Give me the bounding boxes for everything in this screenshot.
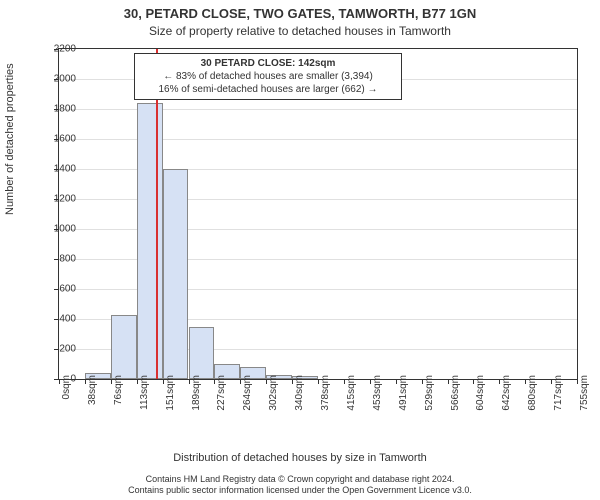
xtick-label: 680sqm (527, 375, 538, 435)
xtick-label: 378sqm (320, 375, 331, 435)
xtick-label: 415sqm (346, 375, 357, 435)
ytick-label: 1400 (36, 164, 76, 175)
xtick-label: 566sqm (450, 375, 461, 435)
xtick-mark (577, 379, 578, 384)
xtick-label: 227sqm (216, 375, 227, 435)
xtick-mark (551, 379, 552, 384)
histogram-bar (163, 169, 189, 379)
xtick-mark (318, 379, 319, 384)
footer-line2: Contains public sector information licen… (0, 485, 600, 496)
xtick-label: 453sqm (372, 375, 383, 435)
xtick-mark (396, 379, 397, 384)
chart-title-sub: Size of property relative to detached ho… (0, 24, 600, 38)
footer-line1: Contains HM Land Registry data © Crown c… (0, 474, 600, 485)
ytick-label: 200 (36, 344, 76, 355)
xtick-label: 491sqm (398, 375, 409, 435)
xtick-label: 0sqm (61, 375, 72, 435)
xtick-mark (85, 379, 86, 384)
histogram-bar (189, 327, 215, 380)
xtick-label: 755sqm (579, 375, 590, 435)
reference-info-box: 30 PETARD CLOSE: 142sqm ← 83% of detache… (134, 53, 402, 100)
xtick-label: 642sqm (501, 375, 512, 435)
histogram-bar (137, 103, 163, 379)
y-axis-label: Number of detached properties (4, 63, 16, 215)
xtick-mark (292, 379, 293, 384)
chart-title-main: 30, PETARD CLOSE, TWO GATES, TAMWORTH, B… (0, 6, 600, 21)
ytick-label: 1000 (36, 224, 76, 235)
info-box-line2: ← 83% of detached houses are smaller (3,… (141, 70, 395, 83)
xtick-mark (137, 379, 138, 384)
xtick-label: 340sqm (294, 375, 305, 435)
ytick-label: 400 (36, 314, 76, 325)
ytick-label: 1800 (36, 104, 76, 115)
xtick-mark (448, 379, 449, 384)
ytick-label: 2200 (36, 44, 76, 55)
xtick-label: 76sqm (113, 375, 124, 435)
ytick-label: 1200 (36, 194, 76, 205)
xtick-label: 302sqm (268, 375, 279, 435)
ytick-label: 600 (36, 284, 76, 295)
x-axis-label: Distribution of detached houses by size … (0, 452, 600, 464)
xtick-label: 113sqm (139, 375, 150, 435)
ytick-label: 2000 (36, 74, 76, 85)
xtick-mark (370, 379, 371, 384)
xtick-mark (163, 379, 164, 384)
plot-area: 30 PETARD CLOSE: 142sqm ← 83% of detache… (58, 48, 578, 380)
xtick-label: 38sqm (87, 375, 98, 435)
footer-attribution: Contains HM Land Registry data © Crown c… (0, 474, 600, 496)
xtick-mark (111, 379, 112, 384)
histogram-bar (111, 315, 137, 380)
ytick-label: 800 (36, 254, 76, 265)
info-box-title: 30 PETARD CLOSE: 142sqm (141, 57, 395, 70)
xtick-mark (344, 379, 345, 384)
xtick-label: 264sqm (242, 375, 253, 435)
xtick-label: 529sqm (424, 375, 435, 435)
info-box-line3: 16% of semi-detached houses are larger (… (141, 83, 395, 96)
xtick-label: 604sqm (475, 375, 486, 435)
ytick-label: 1600 (36, 134, 76, 145)
property-size-histogram: 30, PETARD CLOSE, TWO GATES, TAMWORTH, B… (0, 0, 600, 500)
xtick-label: 189sqm (191, 375, 202, 435)
xtick-label: 151sqm (165, 375, 176, 435)
xtick-mark (189, 379, 190, 384)
xtick-mark (422, 379, 423, 384)
xtick-label: 717sqm (553, 375, 564, 435)
